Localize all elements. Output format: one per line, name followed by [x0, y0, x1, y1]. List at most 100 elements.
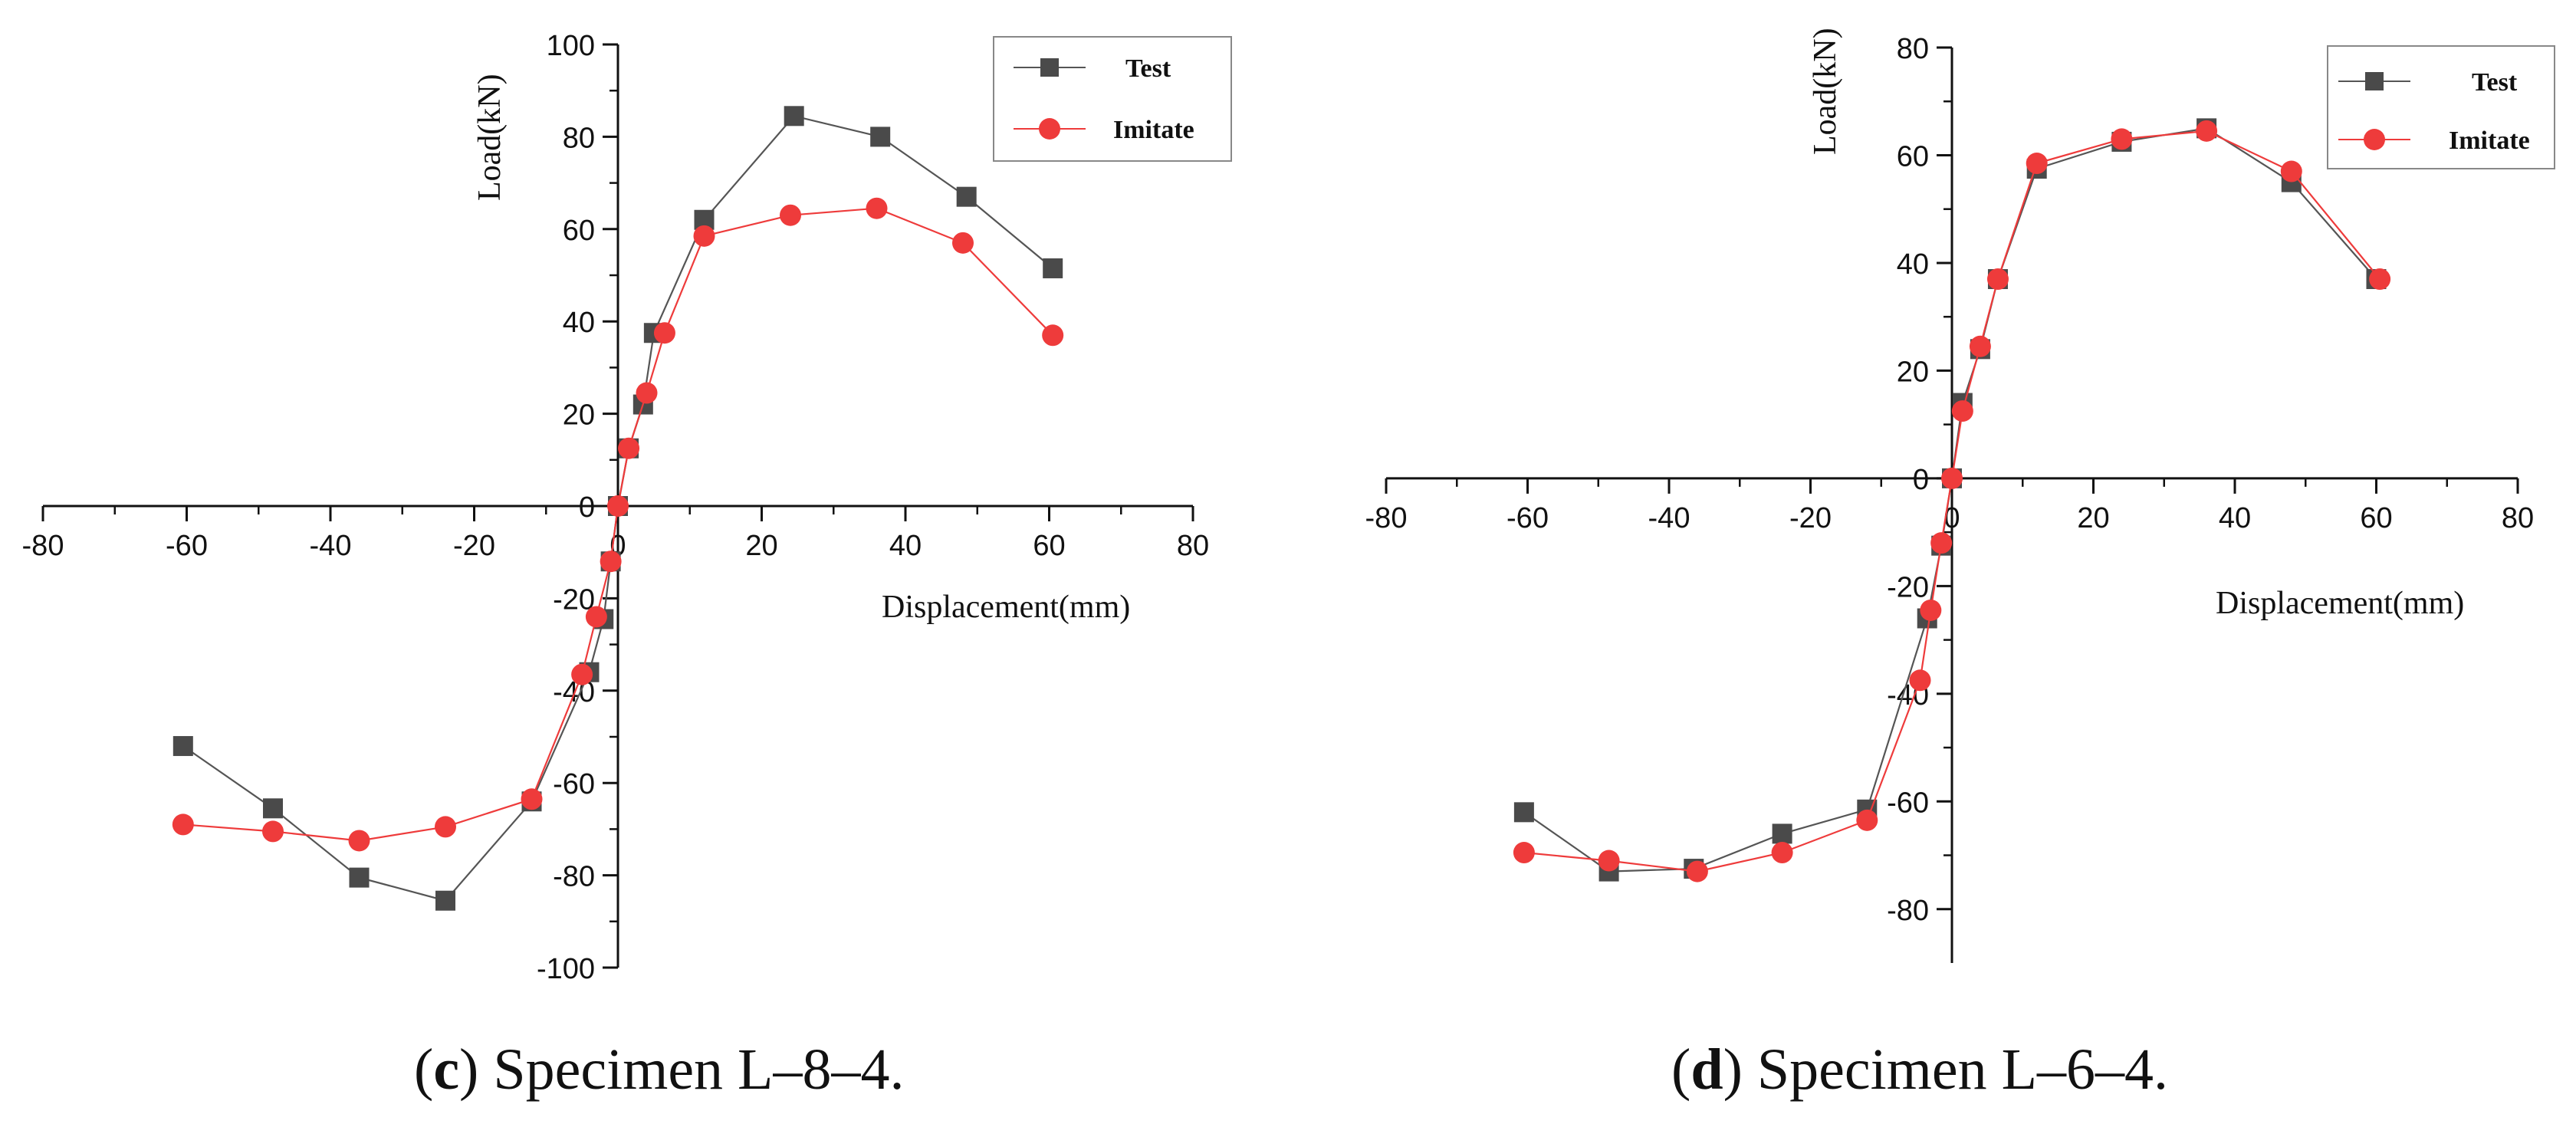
chart-d-legend-imitate-label: Imitate — [2449, 127, 2530, 155]
chart-c-legend-box — [993, 36, 1232, 162]
chart-d-test-line — [1523, 127, 2377, 873]
chart-d-x-tick-label: 20 — [2077, 502, 2109, 534]
chart-d-series-imitate — [1513, 120, 2391, 882]
chart-c-test-point — [349, 867, 370, 888]
chart-d-x-tick-label: -20 — [1789, 502, 1832, 534]
chart-c-y-tick-label: 60 — [563, 215, 595, 247]
chart-c-test-point — [1043, 258, 1063, 278]
chart-c-x-tick-label: -20 — [453, 530, 495, 562]
chart-c-x-tick-label: -80 — [22, 530, 64, 562]
chart-d-legend-test-label: Test — [2472, 68, 2518, 97]
chart-c-test-point — [172, 736, 193, 757]
chart-d-caption-open: ( — [1671, 1037, 1691, 1102]
chart-d-caption-letter: d — [1691, 1037, 1723, 1102]
chart-c-y-tick-label: -80 — [553, 861, 595, 893]
chart-d-imitate-point — [1930, 532, 1953, 554]
chart-c-y-axis-title: Load(kN) — [472, 74, 508, 201]
chart-d-x-axis-title: Displacement(mm) — [2216, 586, 2464, 621]
chart-c-imitate-point — [600, 550, 622, 573]
chart-d-imitate-point — [2280, 160, 2302, 182]
chart-c-test-point — [435, 890, 455, 911]
chart-c-imitate-point — [693, 225, 715, 247]
chart-d-legend: Test Imitate — [2327, 45, 2555, 169]
chart-d-imitate-point — [1909, 669, 1931, 692]
chart-c-legend-test-label: Test — [1125, 54, 1171, 83]
chart-c-imitate-point — [348, 830, 370, 852]
chart-c-x-tick-label: 80 — [1177, 530, 1209, 562]
chart-c-y-tick-label: -100 — [537, 953, 595, 985]
chart-d-series-test — [1513, 118, 2387, 882]
chart-d-imitate-point — [1686, 860, 1708, 882]
chart-c-caption-letter: c — [433, 1037, 459, 1102]
chart-d-y-tick-label: -60 — [1887, 787, 1929, 819]
chart-c-legend-imitate-marker — [1039, 118, 1060, 140]
chart-d-imitate-point — [1920, 599, 1942, 621]
chart-c-imitate-point — [618, 437, 640, 459]
chart-d-y-axis-title: Load(kN) — [1808, 28, 1843, 155]
chart-d-y-tick-label: -20 — [1887, 571, 1929, 603]
chart-c-imitate-point — [952, 232, 974, 254]
chart-c-legend: Test Imitate — [993, 36, 1232, 162]
chart-d-test-point — [1513, 802, 1534, 823]
chart-d-caption-rest: ) Specimen L–6–4. — [1723, 1037, 2168, 1102]
chart-d-y-tick-label: 60 — [1897, 140, 1929, 173]
chart-d-y-tick-label: 40 — [1897, 248, 1929, 281]
chart-c-imitate-point — [571, 663, 593, 685]
chart-c-x-tick-label: -40 — [310, 530, 352, 562]
chart-d-imitate-point — [1513, 842, 1535, 864]
chart-c-test-point — [784, 106, 804, 127]
chart-d-imitate-point — [2196, 120, 2218, 142]
chart-c-imitate-point — [262, 820, 284, 843]
chart-d-x-tick-label: 40 — [2219, 502, 2251, 534]
chart-d-x-tick-label: -60 — [1506, 502, 1549, 534]
chart-c-test-point — [870, 127, 891, 147]
chart-c-y-tick-label: 40 — [563, 307, 595, 339]
chart-c-imitate-point — [521, 788, 543, 810]
chart-d-y-tick-label: 20 — [1897, 356, 1929, 388]
chart-c-y-tick-label: 100 — [547, 30, 595, 62]
chart-d-imitate-point — [2369, 268, 2391, 291]
chart-d-test-point — [1772, 823, 1792, 844]
chart-d-imitate-point — [1856, 809, 1878, 831]
chart-d-imitate-point — [1986, 268, 2009, 291]
chart-c-legend-test-marker — [1040, 58, 1059, 77]
chart-c-imitate-point — [435, 816, 456, 838]
chart-d-imitate-point — [2026, 153, 2048, 175]
chart-d-y-tick-label: 0 — [1913, 464, 1929, 496]
chart-c-caption: (c) Specimen L–8–4. — [414, 1037, 904, 1102]
chart-d-x-tick-label: 60 — [2360, 502, 2392, 534]
chart-d-y-tick-label: -80 — [1887, 895, 1929, 927]
chart-c-x-tick-label: 60 — [1033, 530, 1065, 562]
chart-d-x-tick-label: -80 — [1365, 502, 1408, 534]
chart-c-imitate-point — [1042, 324, 1064, 347]
chart-c-y-tick-label: 20 — [563, 399, 595, 432]
chart-c-x-axis-title: Displacement(mm) — [882, 590, 1130, 625]
chart-c-caption-open: ( — [414, 1037, 433, 1102]
chart-d-caption: (d) Specimen L–6–4. — [1671, 1037, 2168, 1102]
chart-d-imitate-point — [2111, 128, 2133, 150]
chart-d-imitate-point — [1598, 850, 1620, 872]
chart-d-y-tick-label: 80 — [1897, 33, 1929, 65]
chart-d-legend-box — [2327, 45, 2555, 169]
chart-c-y-tick-label: 80 — [563, 122, 595, 154]
chart-c-legend-imitate-label: Imitate — [1113, 116, 1194, 144]
chart-c-x-tick-label: 40 — [889, 530, 922, 562]
chart-c-y-tick-label: 0 — [579, 491, 595, 524]
chart-c-y-tick-label: -60 — [553, 768, 595, 800]
chart-d-x-tick-label: 80 — [2502, 502, 2534, 534]
chart-c-imitate-point — [585, 606, 607, 628]
chart-c-imitate-point — [653, 322, 675, 344]
chart-c-imitate-point — [866, 197, 888, 219]
chart-c-x-tick-label: -60 — [166, 530, 208, 562]
chart-d-imitate-point — [1771, 842, 1793, 864]
chart-d-imitate-point — [1941, 467, 1963, 489]
chart-c-x-tick-label: 20 — [745, 530, 777, 562]
chart-c-imitate-point — [607, 495, 629, 517]
